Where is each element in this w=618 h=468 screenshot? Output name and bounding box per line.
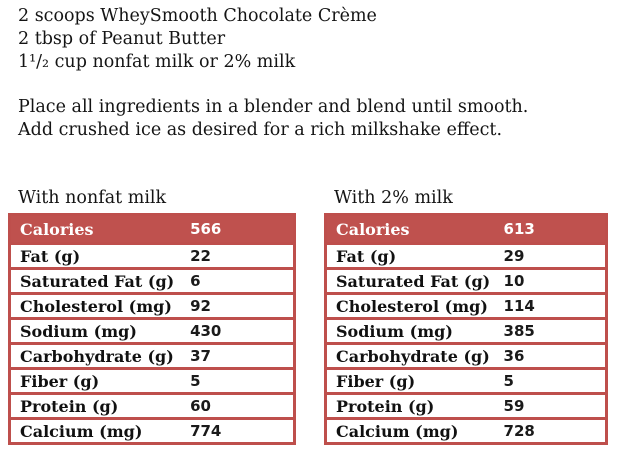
nutrition-row: Calcium (mg) 774	[11, 417, 293, 442]
row-label: Calcium (mg)	[336, 421, 459, 441]
nutrition-row: Protein (g) 59	[327, 392, 605, 417]
row-value: 10	[503, 272, 525, 290]
row-label: Calories	[336, 219, 410, 239]
nutrition-row: Fiber (g) 5	[11, 367, 293, 392]
ingredient-line: 1¹/₂ cup nonfat milk or 2% milk	[18, 52, 296, 72]
row-label: Saturated Fat (g)	[336, 271, 491, 291]
row-label: Cholesterol (mg)	[336, 296, 488, 316]
table-caption-2pct: With 2% milk	[334, 188, 453, 208]
row-label: Sodium (mg)	[20, 321, 137, 341]
ingredient-line: 2 scoops WheySmooth Chocolate Crème	[18, 6, 377, 26]
instruction-line: Add crushed ice as desired for a rich mi…	[18, 120, 503, 140]
row-label: Protein (g)	[336, 396, 435, 416]
nutrition-table-2pct: Calories 613 Fat (g) 29 Saturated Fat (g…	[324, 213, 608, 445]
row-label: Fiber (g)	[20, 371, 100, 391]
table-caption-nonfat: With nonfat milk	[18, 188, 167, 208]
nutrition-row: Calcium (mg) 728	[327, 417, 605, 442]
row-label: Protein (g)	[20, 396, 119, 416]
row-value: 566	[190, 220, 222, 238]
nutrition-row: Carbohydrate (g) 36	[327, 342, 605, 367]
row-value: 613	[503, 220, 535, 238]
nutrition-panel-nonfat: With nonfat milk Calories 566 Fat (g) 22…	[8, 187, 296, 445]
row-label: Saturated Fat (g)	[20, 271, 175, 291]
row-value: 114	[503, 297, 535, 315]
nutrition-row: Saturated Fat (g) 6	[11, 267, 293, 292]
row-value: 5	[190, 372, 201, 390]
row-value: 430	[190, 322, 222, 340]
row-label: Fiber (g)	[336, 371, 416, 391]
row-label: Cholesterol (mg)	[20, 296, 172, 316]
nutrition-row: Carbohydrate (g) 37	[11, 342, 293, 367]
nutrition-header-row: Calories 566	[11, 216, 293, 242]
row-value: 59	[503, 397, 525, 415]
instructions-text: Place all ingredients in a blender and b…	[18, 96, 528, 142]
nutrition-row: Fat (g) 22	[11, 242, 293, 267]
nutrition-header-row: Calories 613	[327, 216, 605, 242]
nutrition-row: Sodium (mg) 430	[11, 317, 293, 342]
row-value: 5	[503, 372, 514, 390]
row-value: 36	[503, 347, 525, 365]
row-value: 385	[503, 322, 535, 340]
nutrition-row: Protein (g) 60	[11, 392, 293, 417]
ingredients-list: 2 scoops WheySmooth Chocolate Crème 2 tb…	[18, 5, 377, 74]
row-value: 774	[190, 422, 222, 440]
nutrition-row: Saturated Fat (g) 10	[327, 267, 605, 292]
nutrition-table-nonfat: Calories 566 Fat (g) 22 Saturated Fat (g…	[8, 213, 296, 445]
row-value: 6	[190, 272, 201, 290]
row-value: 92	[190, 297, 211, 315]
row-value: 37	[190, 347, 211, 365]
row-value: 29	[503, 247, 525, 265]
row-label: Fat (g)	[336, 246, 397, 266]
row-label: Calories	[20, 219, 94, 239]
nutrition-row: Fat (g) 29	[327, 242, 605, 267]
row-label: Calcium (mg)	[20, 421, 143, 441]
nutrition-row: Cholesterol (mg) 92	[11, 292, 293, 317]
nutrition-row: Cholesterol (mg) 114	[327, 292, 605, 317]
nutrition-row: Sodium (mg) 385	[327, 317, 605, 342]
instruction-line: Place all ingredients in a blender and b…	[18, 97, 529, 117]
row-value: 22	[190, 247, 211, 265]
row-value: 728	[503, 422, 535, 440]
ingredient-line: 2 tbsp of Peanut Butter	[18, 29, 226, 49]
row-value: 60	[190, 397, 211, 415]
nutrition-row: Fiber (g) 5	[327, 367, 605, 392]
row-label: Carbohydrate (g)	[336, 346, 490, 366]
row-label: Carbohydrate (g)	[20, 346, 174, 366]
row-label: Fat (g)	[20, 246, 81, 266]
nutrition-panel-2pct: With 2% milk Calories 613 Fat (g) 29 Sat…	[324, 187, 608, 445]
row-label: Sodium (mg)	[336, 321, 453, 341]
